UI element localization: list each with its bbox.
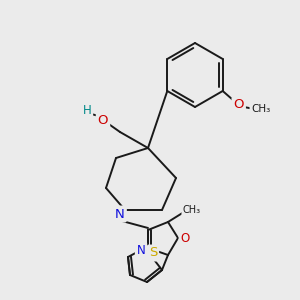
Text: O: O xyxy=(233,98,244,112)
Text: H: H xyxy=(82,103,91,116)
Text: CH₃: CH₃ xyxy=(251,104,270,114)
Text: N: N xyxy=(136,244,146,256)
Text: N: N xyxy=(115,208,125,220)
Text: O: O xyxy=(180,232,190,244)
Text: O: O xyxy=(98,113,108,127)
Text: S: S xyxy=(149,247,157,260)
Text: CH₃: CH₃ xyxy=(183,205,201,215)
